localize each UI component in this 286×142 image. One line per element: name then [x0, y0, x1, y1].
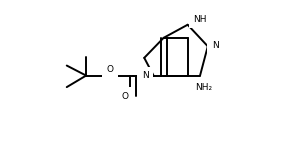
Text: O: O [122, 92, 129, 101]
Text: NH₂: NH₂ [195, 83, 212, 92]
Text: NH: NH [193, 15, 207, 24]
Text: O: O [107, 65, 114, 74]
Text: N: N [142, 71, 149, 80]
Text: N: N [212, 41, 219, 50]
